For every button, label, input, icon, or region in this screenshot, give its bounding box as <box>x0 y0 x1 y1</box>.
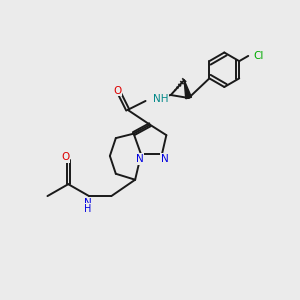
Text: NH: NH <box>153 94 169 104</box>
Text: N: N <box>136 154 143 164</box>
Text: N: N <box>84 198 92 208</box>
Text: Cl: Cl <box>254 51 264 61</box>
Text: H: H <box>84 204 91 214</box>
Polygon shape <box>184 80 191 99</box>
Text: O: O <box>113 85 122 96</box>
Text: O: O <box>61 152 69 162</box>
Text: N: N <box>161 154 169 164</box>
